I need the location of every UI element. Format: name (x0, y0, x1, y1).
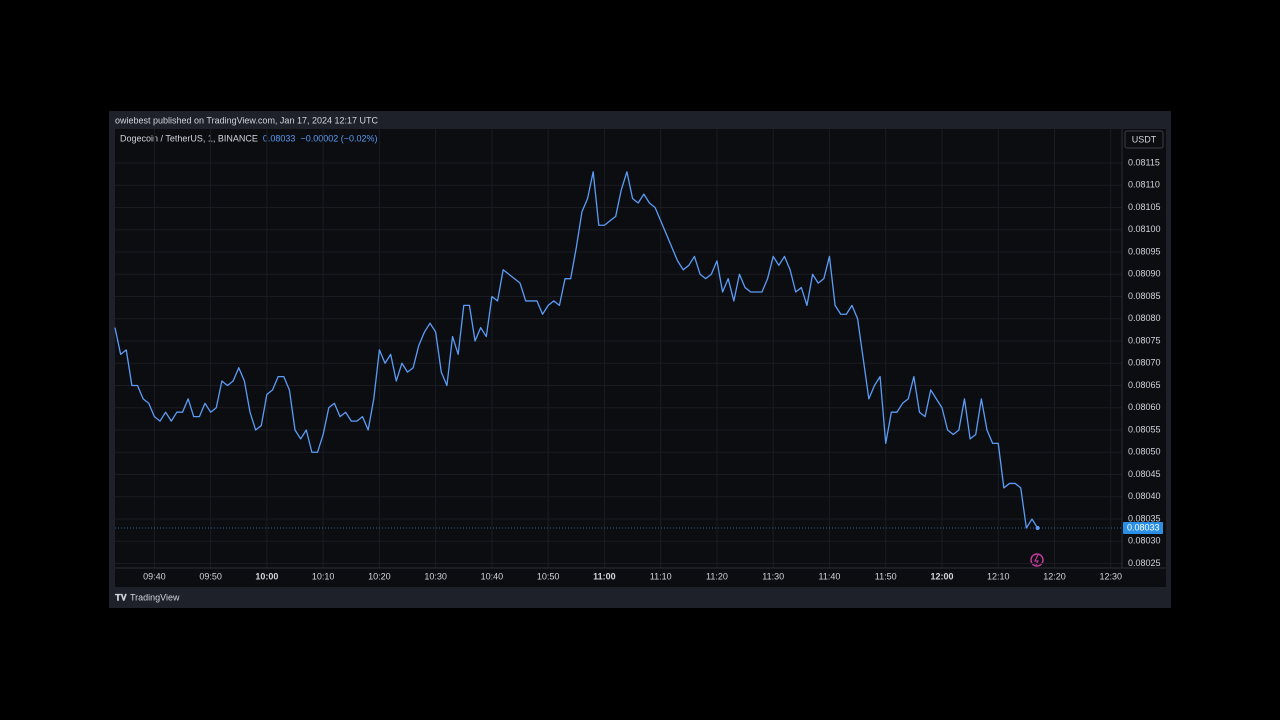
currency-label[interactable]: USDT (1132, 134, 1157, 144)
x-tick-label: 10:20 (368, 571, 391, 581)
price-change: −0.00002 (−0.02%) (300, 133, 377, 143)
y-tick-label: 0.08055 (1128, 424, 1161, 434)
y-tick-label: 0.08075 (1128, 335, 1161, 345)
y-tick-label: 0.08095 (1128, 246, 1161, 256)
x-tick-label: 11:10 (650, 571, 672, 581)
y-tick-label: 0.08080 (1128, 313, 1161, 323)
alert-bolt (1034, 554, 1039, 566)
x-tick-label: 12:30 (1099, 571, 1122, 581)
x-tick-label: 12:10 (987, 571, 1010, 581)
x-tick-label: 11:00 (593, 571, 616, 581)
y-tick-label: 0.08090 (1128, 269, 1161, 279)
y-tick-label: 0.08060 (1128, 402, 1161, 412)
published-note: owiebest published on TradingView.com, J… (115, 115, 379, 125)
x-tick-label: 11:30 (762, 571, 784, 581)
x-tick-label: 10:10 (312, 571, 335, 581)
x-tick-label: 12:20 (1043, 571, 1066, 581)
y-tick-label: 0.08085 (1128, 291, 1161, 301)
x-tick-label: 10:50 (537, 571, 560, 581)
alert-icon[interactable] (1030, 553, 1044, 567)
x-tick-label: 10:30 (424, 571, 447, 581)
y-tick-label: 0.08050 (1128, 447, 1161, 457)
y-tick-label: 0.08030 (1128, 536, 1161, 546)
price-tag (1123, 521, 1163, 534)
price-line (114, 171, 1039, 529)
x-tick-label: 12:00 (930, 571, 953, 581)
chart-area (115, 129, 1166, 587)
brand-name: TradingView (130, 592, 180, 602)
x-tick-label: 11:50 (875, 571, 897, 581)
y-tick-label: 0.08045 (1128, 469, 1161, 479)
y-tick-label: 0.08035 (1128, 513, 1161, 523)
y-tick-label: 0.08100 (1128, 224, 1161, 234)
y-tick-label: 0.08040 (1128, 491, 1161, 501)
y-tick-label: 0.08115 (1128, 157, 1160, 167)
x-tick-label: 09:50 (199, 571, 222, 581)
symbol-name: Dogecoin / TetherUS, 1, BINANCE (120, 133, 258, 143)
y-tick-label: 0.08070 (1128, 358, 1161, 368)
y-tick-label: 0.08065 (1128, 380, 1161, 390)
last-price: 0.08033 (263, 133, 296, 143)
y-tick-label: 0.08110 (1128, 180, 1160, 190)
brand-logo: 𝐓𝐕 (115, 592, 128, 602)
x-tick-label: 11:20 (706, 571, 728, 581)
x-tick-label: 10:40 (481, 571, 504, 581)
price-tag-label: 0.08033 (1127, 522, 1160, 532)
x-tick-label: 09:40 (143, 571, 166, 581)
currency-button[interactable] (1124, 130, 1164, 149)
last-point (1035, 525, 1040, 530)
x-tick-label: 11:40 (819, 571, 841, 581)
y-tick-label: 0.08025 (1128, 558, 1161, 568)
y-tick-label: 0.08105 (1128, 202, 1161, 212)
x-tick-label: 10:00 (255, 571, 278, 581)
